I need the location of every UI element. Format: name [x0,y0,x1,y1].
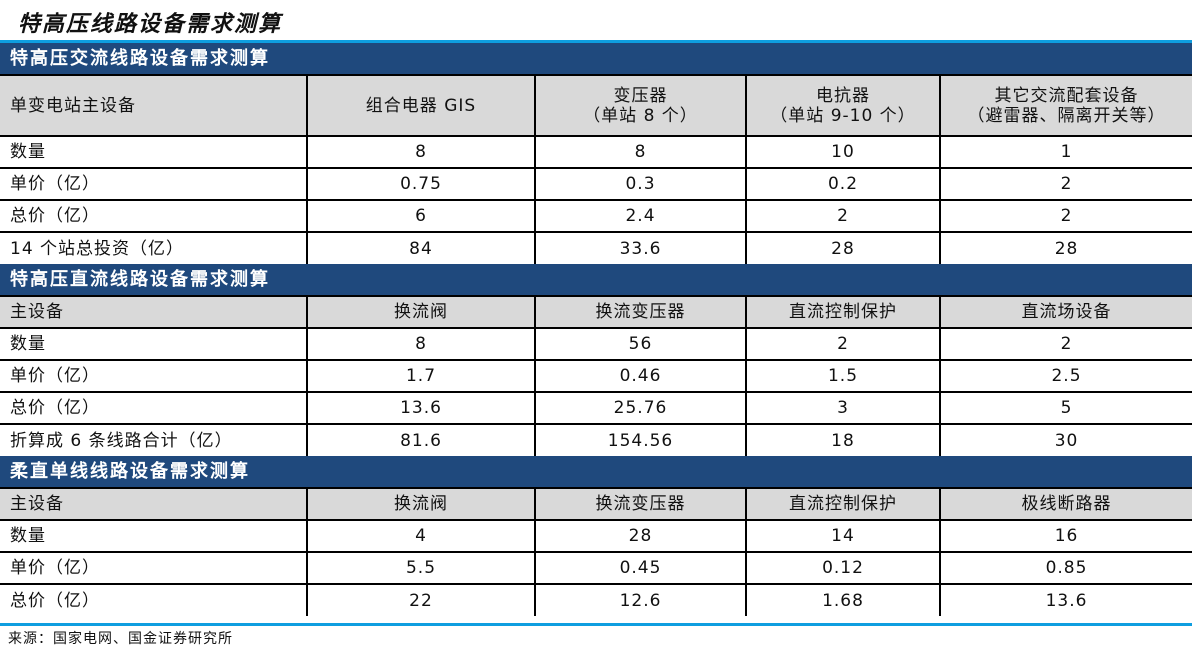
cell-value: 30 [938,423,1192,456]
column-header: 其它交流配套设备 （避雷器、隔离开关等） [938,74,1192,136]
row-label: 单价（亿） [0,551,307,584]
cell-value: 14 [745,519,940,552]
cell-value: 81.6 [306,423,535,456]
cell-value: 2 [745,199,940,232]
column-header: 主设备 [0,295,307,328]
cell-value: 18 [745,423,940,456]
column-header: 电抗器 （单站 9-10 个） [745,74,940,136]
cell-value: 56 [534,327,746,360]
column-header: 直流场设备 [938,295,1192,328]
section-header: 柔直单线线路设备需求测算 [0,456,1192,488]
header-row: 主设备 换流阀 换流变压器 直流控制保护 极线断路器 [0,487,1192,520]
column-header: 换流阀 [306,295,535,328]
cell-value: 13.6 [938,583,1192,616]
column-header: 直流控制保护 [745,487,940,520]
section-title: 特高压交流线路设备需求测算 [0,43,1192,75]
bottom-divider [0,623,1192,626]
column-header: 组合电器 GIS [306,74,535,136]
header-row: 单变电站主设备 组合电器 GIS 变压器 （单站 8 个） 电抗器 （单站 9-10 … [0,74,1192,136]
column-header: 变压器 （单站 8 个） [534,74,746,136]
cell-value: 10 [745,135,940,168]
cell-value: 2.5 [938,359,1192,392]
row-label: 总价（亿） [0,199,307,232]
cell-value: 2 [938,167,1192,200]
section-title: 柔直单线线路设备需求测算 [0,456,1192,488]
cell-value: 2.4 [534,199,746,232]
row-label: 数量 [0,327,307,360]
row-label: 总价（亿） [0,391,307,424]
cell-value: 13.6 [306,391,535,424]
table-row: 14 个站总投资（亿） 84 33.6 28 28 [0,231,1192,264]
cell-value: 16 [938,519,1192,552]
equipment-table: 特高压交流线路设备需求测算 单变电站主设备 组合电器 GIS 变压器 （单站 8 个）… [0,43,1192,616]
cell-value: 8 [306,327,535,360]
table-row: 折算成 6 条线路合计（亿） 81.6 154.56 18 30 [0,423,1192,456]
table-row: 总价（亿） 6 2.4 2 2 [0,199,1192,232]
row-label: 单价（亿） [0,359,307,392]
cell-value: 4 [306,519,535,552]
row-label: 单价（亿） [0,167,307,200]
top-divider [0,40,1192,43]
cell-value: 2 [938,327,1192,360]
cell-value: 1.7 [306,359,535,392]
cell-value: 0.2 [745,167,940,200]
column-header: 换流变压器 [534,487,746,520]
table-row: 数量 8 8 10 1 [0,135,1192,168]
cell-value: 28 [534,519,746,552]
column-header: 换流阀 [306,487,535,520]
row-label: 数量 [0,519,307,552]
cell-value: 3 [745,391,940,424]
column-header: 直流控制保护 [745,295,940,328]
cell-value: 1.5 [745,359,940,392]
table-row: 单价（亿） 0.75 0.3 0.2 2 [0,167,1192,200]
section-header: 特高压交流线路设备需求测算 [0,43,1192,75]
cell-value: 8 [534,135,746,168]
row-label: 数量 [0,135,307,168]
table-row: 数量 4 28 14 16 [0,519,1192,552]
cell-value: 12.6 [534,583,746,616]
table-row: 总价（亿） 22 12.6 1.68 13.6 [0,583,1192,616]
cell-value: 1.68 [745,583,940,616]
cell-value: 0.3 [534,167,746,200]
cell-value: 84 [306,231,535,264]
cell-value: 0.75 [306,167,535,200]
column-header: 换流变压器 [534,295,746,328]
header-row: 主设备 换流阀 换流变压器 直流控制保护 直流场设备 [0,295,1192,328]
row-label: 折算成 6 条线路合计（亿） [0,423,307,456]
cell-value: 8 [306,135,535,168]
cell-value: 0.45 [534,551,746,584]
cell-value: 6 [306,199,535,232]
column-header: 单变电站主设备 [0,74,307,136]
row-label: 总价（亿） [0,583,307,616]
table-row: 数量 8 56 2 2 [0,327,1192,360]
cell-value: 5 [938,391,1192,424]
cell-value: 28 [938,231,1192,264]
cell-value: 28 [745,231,940,264]
cell-value: 1 [938,135,1192,168]
cell-value: 25.76 [534,391,746,424]
section-title: 特高压直流线路设备需求测算 [0,264,1192,296]
source-note: 来源：国家电网、国金证券研究所 [8,631,233,647]
column-header: 主设备 [0,487,307,520]
cell-value: 154.56 [534,423,746,456]
table-row: 单价（亿） 5.5 0.45 0.12 0.85 [0,551,1192,584]
cell-value: 0.46 [534,359,746,392]
table-row: 单价（亿） 1.7 0.46 1.5 2.5 [0,359,1192,392]
column-header: 极线断路器 [938,487,1192,520]
cell-value: 0.12 [745,551,940,584]
cell-value: 0.85 [938,551,1192,584]
table-row: 总价（亿） 13.6 25.76 3 5 [0,391,1192,424]
row-label: 14 个站总投资（亿） [0,231,307,264]
section-header: 特高压直流线路设备需求测算 [0,264,1192,296]
cell-value: 33.6 [534,231,746,264]
cell-value: 5.5 [306,551,535,584]
page-title: 特高压线路设备需求测算 [18,11,283,37]
cell-value: 2 [938,199,1192,232]
cell-value: 2 [745,327,940,360]
cell-value: 22 [306,583,535,616]
